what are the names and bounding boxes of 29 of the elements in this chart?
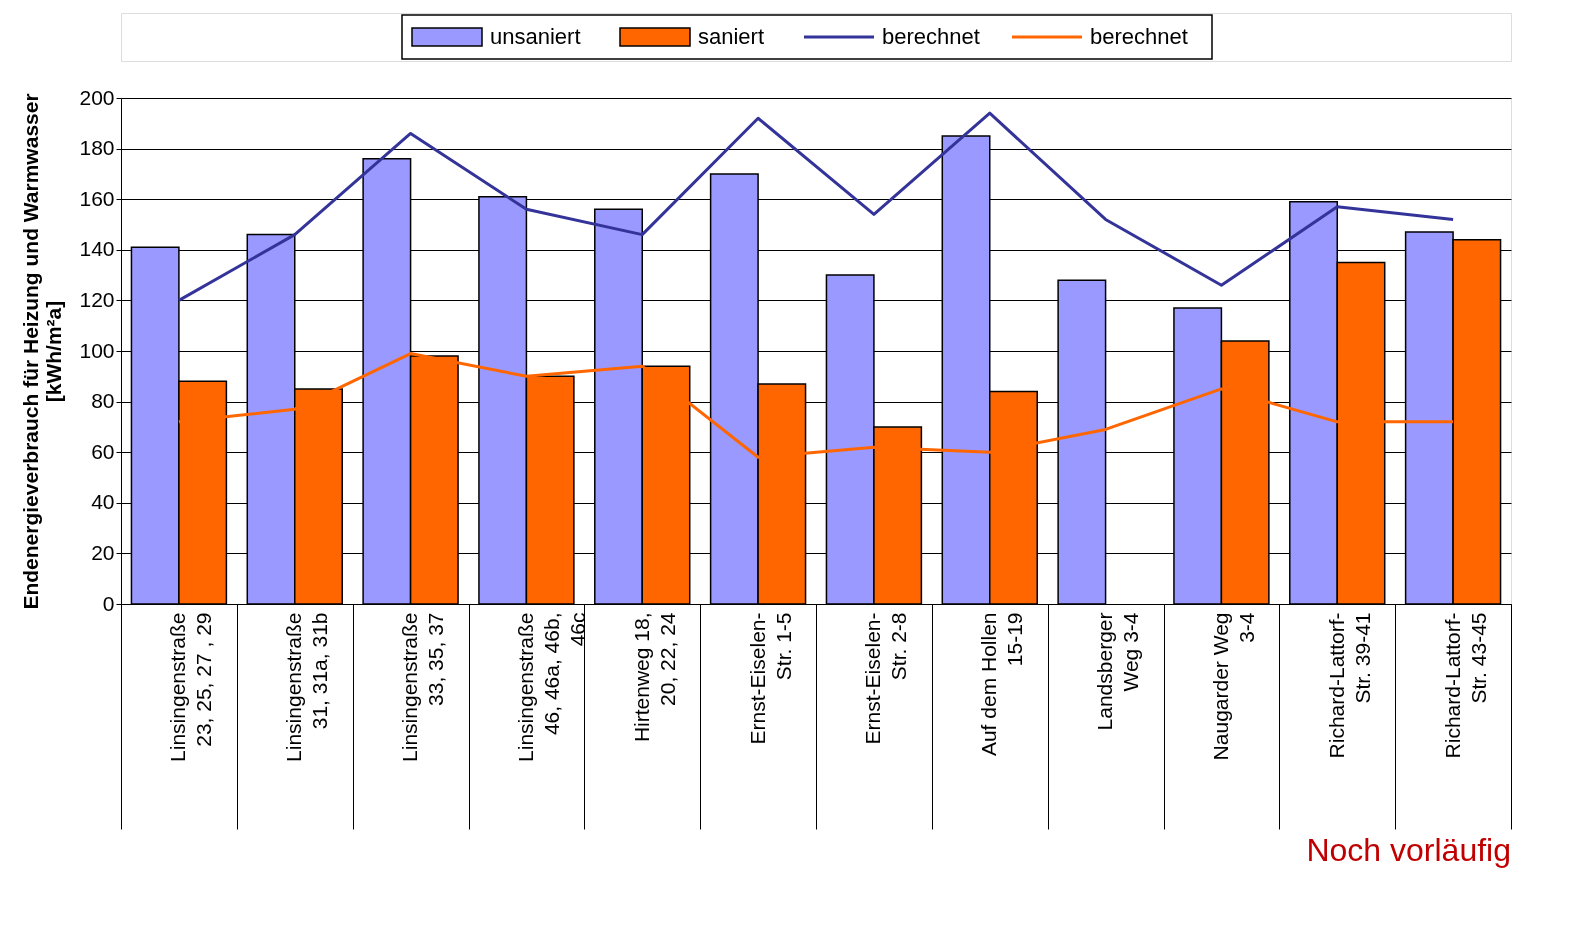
text: Noch vorläufig [1306, 832, 1511, 868]
y-tick-label: 100 [79, 338, 115, 362]
x-tick-label: Linsingenstraße 23, 25, 27 , 29 [166, 612, 216, 762]
y-tick-label: 140 [79, 237, 115, 261]
x-tick-label: Hirtenweg 18, 20, 22, 24 [629, 612, 679, 743]
x-tick-label: Naugarder Weg 3-4 [1208, 612, 1258, 761]
y-axis-title: Endenergieverbrauch für Heizung und Warmwasser [kWh/m²a] [19, 93, 66, 610]
x-tick-label: Ernst-Eiselen- Str. 2-8 [861, 612, 911, 745]
y-tick-label: 0 [102, 591, 115, 615]
x-tick-label: Auf dem Hollen 15-19 [977, 612, 1027, 757]
y-tick-label: 200 [79, 85, 115, 109]
y-tick-label: 160 [79, 186, 115, 210]
x-tick-label: Linsingenstraße 33, 35, 37 [398, 612, 448, 762]
y-tick-label: 60 [91, 439, 115, 463]
y-tick-label: 180 [79, 136, 115, 160]
x-tick-label: Linsingenstraße 31, 31a, 31b [282, 612, 332, 762]
line-series [177, 111, 1455, 302]
x-tick-label: Landsberger Weg 3-4 [1093, 612, 1143, 731]
y-tick-label: 80 [91, 389, 115, 413]
legend-label: berechnet [882, 24, 980, 49]
x-tick-label: Richard-Lattorf- Str. 43-45 [1440, 612, 1490, 759]
legend-label: unsaniert [490, 24, 581, 49]
legend-label: berechnet [1090, 24, 1188, 49]
legend-label: saniert [698, 24, 765, 49]
x-tick-label: Ernst-Eiselen- Str. 1-5 [745, 612, 795, 745]
y-tick-label: 20 [91, 540, 115, 564]
y-tick-label: 40 [91, 490, 115, 514]
x-tick-label: Richard-Lattorf- Str. 39-41 [1324, 612, 1374, 759]
y-tick-label: 120 [79, 287, 115, 311]
